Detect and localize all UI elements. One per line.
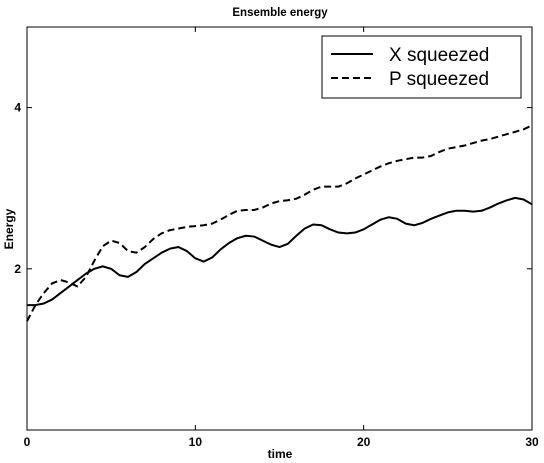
- legend: X squeezed P squeezed: [321, 35, 522, 99]
- y-axis-label: Energy: [2, 208, 16, 249]
- axis-tick-labels: 0 10 20 30 2 4: [14, 101, 539, 449]
- x-tick-label: 0: [24, 435, 31, 449]
- chart-title: Ensemble energy: [232, 7, 328, 19]
- axis-ticks: [26, 27, 533, 430]
- series-line-x-squeezed: [27, 196, 533, 307]
- x-tick-label: 20: [357, 435, 371, 449]
- y-tick-label: 4: [14, 101, 21, 115]
- x-tick-label: 30: [525, 435, 539, 449]
- x-axis-label: time: [268, 447, 293, 461]
- legend-label-p-squeezed: P squeezed: [389, 69, 489, 90]
- series-line-p-squeezed: [26, 124, 533, 322]
- x-tick-label: 10: [189, 435, 203, 449]
- plot-frame: [26, 26, 533, 431]
- y-tick-label: 2: [14, 262, 21, 276]
- series-lines: [26, 124, 533, 322]
- legend-label-x-squeezed: X squeezed: [389, 45, 489, 66]
- legend-box: [321, 35, 522, 99]
